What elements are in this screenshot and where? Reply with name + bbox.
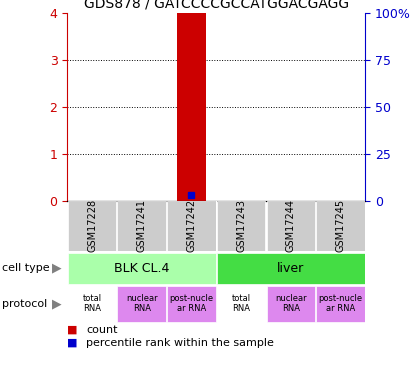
Text: protocol: protocol [2, 299, 47, 309]
Bar [316, 286, 365, 322]
Text: ▶: ▶ [52, 262, 61, 274]
Text: nuclear
RNA: nuclear RNA [126, 294, 158, 314]
Bar [316, 201, 365, 251]
Text: ■: ■ [67, 338, 78, 348]
Text: post-nucle
ar RNA: post-nucle ar RNA [318, 294, 362, 314]
Text: ▶: ▶ [52, 297, 61, 310]
Bar [167, 201, 216, 251]
Text: ■: ■ [67, 325, 78, 335]
Bar [267, 286, 315, 322]
Bar [216, 201, 217, 251]
Text: percentile rank within the sample: percentile rank within the sample [86, 338, 274, 348]
Text: count: count [86, 325, 118, 335]
Text: GSM17242: GSM17242 [186, 200, 197, 252]
Bar [217, 253, 365, 284]
Bar [267, 201, 315, 251]
Text: GSM17241: GSM17241 [137, 200, 147, 252]
Text: liver: liver [277, 262, 304, 274]
Bar [68, 253, 216, 284]
Bar [118, 286, 166, 322]
Text: BLK CL.4: BLK CL.4 [114, 262, 169, 274]
Bar [167, 286, 216, 322]
Bar [68, 201, 116, 251]
Text: total
RNA: total RNA [231, 294, 251, 314]
Text: GSM17244: GSM17244 [286, 200, 296, 252]
Text: GSM17243: GSM17243 [236, 200, 246, 252]
Text: total
RNA: total RNA [82, 294, 102, 314]
Bar [217, 201, 265, 251]
Text: nuclear
RNA: nuclear RNA [275, 294, 307, 314]
Text: GSM17228: GSM17228 [87, 200, 97, 252]
Bar [217, 286, 265, 322]
Text: GSM17245: GSM17245 [336, 200, 346, 252]
Bar [68, 286, 116, 322]
Text: cell type: cell type [2, 263, 50, 273]
Title: GDS878 / GATCCCCGCCATGGACGAGG: GDS878 / GATCCCCGCCATGGACGAGG [84, 0, 349, 10]
Bar [176, 13, 206, 201]
Bar [118, 201, 166, 251]
Text: post-nucle
ar RNA: post-nucle ar RNA [169, 294, 213, 314]
